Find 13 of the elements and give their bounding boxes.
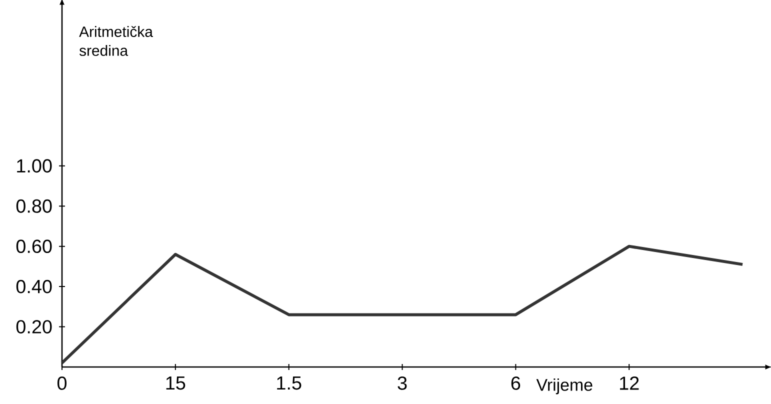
x-tick-label: 0 bbox=[57, 376, 67, 390]
y-axis-title: Aritmetička sredina bbox=[79, 26, 153, 56]
x-tick-label: 6 bbox=[511, 376, 520, 390]
y-tick-label: 0.20 bbox=[16, 320, 52, 334]
x-axis-title: Vrijeme bbox=[536, 378, 592, 394]
x-tick-label: 15 bbox=[166, 376, 186, 390]
y-tick-label: 0.40 bbox=[16, 280, 52, 294]
y-tick-label: 1.00 bbox=[17, 159, 52, 173]
y-tick-label: 0.80 bbox=[16, 199, 52, 213]
x-tick-label: 1.5 bbox=[277, 376, 302, 390]
x-tick-label: 12 bbox=[620, 376, 639, 390]
x-tick-label: 3 bbox=[398, 376, 407, 390]
y-tick-label: 0.60 bbox=[16, 240, 52, 254]
